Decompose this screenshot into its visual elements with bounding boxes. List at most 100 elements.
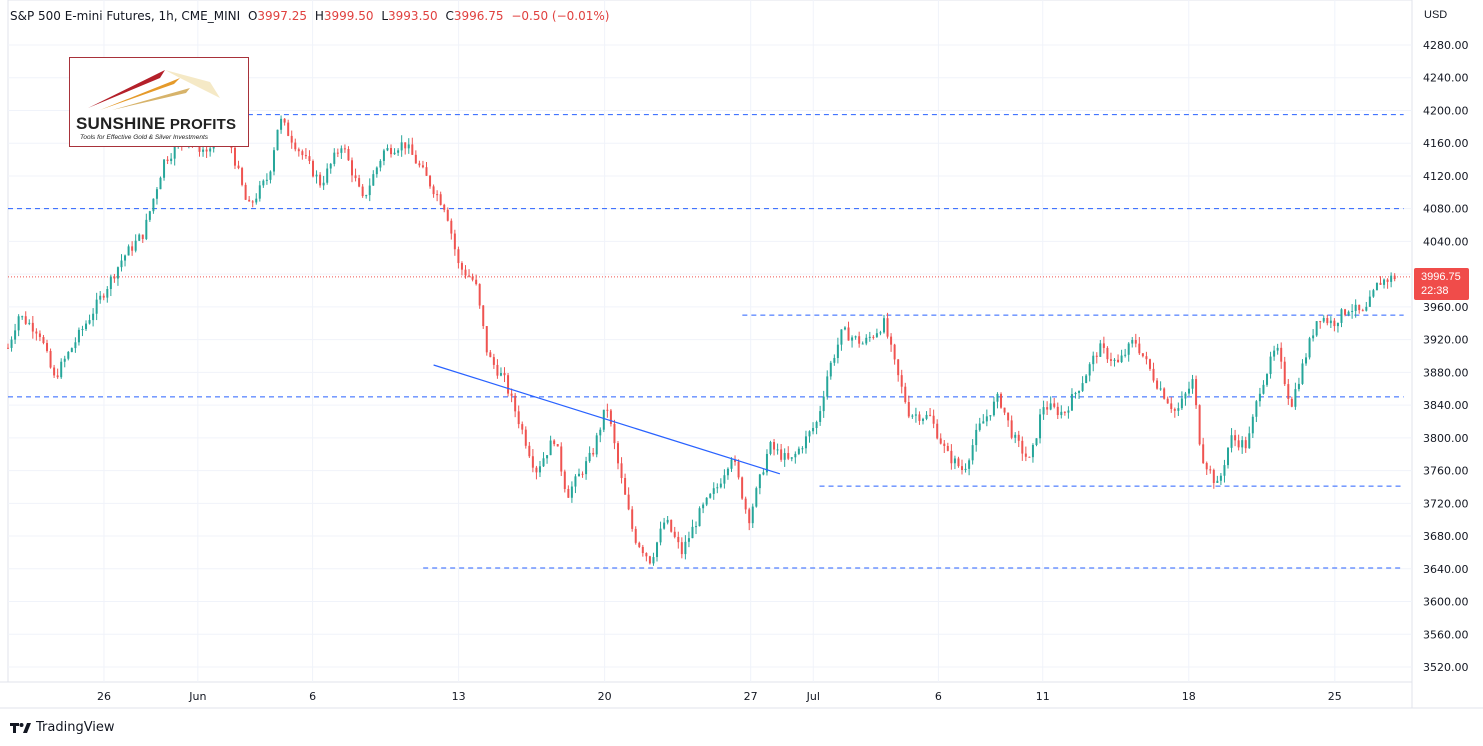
candle-body xyxy=(851,337,854,341)
candle-body xyxy=(677,536,680,543)
candle-body xyxy=(595,435,598,455)
candle-body xyxy=(1056,406,1059,416)
candle-body xyxy=(1333,320,1336,327)
candle-body xyxy=(1046,407,1049,410)
x-tick-label: Jul xyxy=(806,690,820,703)
candle-body xyxy=(666,519,669,523)
candle-body xyxy=(577,473,580,477)
candle-body xyxy=(336,152,339,154)
candle-body xyxy=(1329,320,1332,324)
candle-body xyxy=(365,195,368,197)
candle-body xyxy=(343,148,346,150)
x-tick-label: 18 xyxy=(1182,690,1196,703)
candle-body xyxy=(585,461,588,475)
candle-body xyxy=(996,393,999,402)
candle-body xyxy=(758,474,761,489)
candle-body xyxy=(804,436,807,449)
candle-body xyxy=(379,160,382,168)
candle-body xyxy=(1379,282,1382,285)
candle-body xyxy=(244,184,247,200)
candle-body xyxy=(602,409,605,430)
candle-body xyxy=(478,284,481,306)
candle-body xyxy=(407,144,410,149)
candle-body xyxy=(978,423,981,430)
candle-body xyxy=(592,452,595,455)
candle-body xyxy=(794,453,797,458)
candle-body xyxy=(1000,393,1003,408)
candle-body xyxy=(429,175,432,187)
candle-body xyxy=(46,343,49,351)
x-tick-label: 27 xyxy=(744,690,758,703)
candle-body xyxy=(826,376,829,397)
candle-body xyxy=(99,295,102,300)
candle-body xyxy=(634,528,637,543)
candle-body xyxy=(233,147,236,166)
candle-body xyxy=(202,149,205,152)
candle-body xyxy=(102,295,105,298)
close-label: C xyxy=(445,9,454,23)
candle-body xyxy=(918,414,921,421)
candle-body xyxy=(1340,309,1343,323)
candle-body xyxy=(1028,456,1031,458)
candle-body xyxy=(354,175,357,179)
candle-body xyxy=(787,453,790,459)
candle-body xyxy=(1134,339,1137,344)
candle-body xyxy=(446,209,449,221)
candle-body xyxy=(1120,355,1123,363)
candle-body xyxy=(1354,304,1357,311)
candle-body xyxy=(372,174,375,186)
candle-body xyxy=(1308,338,1311,358)
candle-body xyxy=(797,448,800,454)
candle-body xyxy=(616,443,619,464)
candle-body xyxy=(88,320,91,324)
candle-body xyxy=(209,148,212,152)
candle-body xyxy=(879,332,882,334)
candle-body xyxy=(538,466,541,473)
low-value: 3993.50 xyxy=(388,9,438,23)
candle-body xyxy=(382,150,385,161)
candle-body xyxy=(287,122,290,136)
currency-label[interactable]: USD xyxy=(1424,9,1448,21)
tradingview-attribution[interactable]: TradingView xyxy=(10,720,115,735)
candle-body xyxy=(56,375,59,378)
candle-body xyxy=(975,429,978,446)
candlesticks xyxy=(7,115,1396,566)
x-tick-label: 11 xyxy=(1036,690,1050,703)
candle-body xyxy=(890,336,893,345)
candle-body xyxy=(1177,408,1180,411)
candle-body xyxy=(989,415,992,417)
candle-body xyxy=(1266,374,1269,385)
symbol-title: S&P 500 E-mini Futures, 1h, CME_MINI xyxy=(10,9,241,23)
candle-body xyxy=(1187,388,1190,394)
candle-body xyxy=(517,411,520,425)
candle-body xyxy=(829,362,832,377)
candle-body xyxy=(1315,321,1318,336)
candle-body xyxy=(70,348,73,352)
candle-body xyxy=(1138,343,1141,354)
candle-body xyxy=(326,168,329,183)
candle-body xyxy=(1319,321,1322,323)
candle-body xyxy=(659,528,662,543)
candle-body xyxy=(737,461,740,478)
candle-body xyxy=(77,329,80,343)
candle-body xyxy=(875,333,878,337)
candle-body xyxy=(1258,393,1261,402)
candle-body xyxy=(1269,356,1272,375)
candle-body xyxy=(145,219,148,240)
candle-body xyxy=(925,414,928,419)
candle-body xyxy=(897,359,900,376)
candle-body xyxy=(822,396,825,412)
candle-body xyxy=(861,343,864,345)
candle-body xyxy=(95,299,98,314)
candle-body xyxy=(386,147,389,151)
candle-body xyxy=(1237,440,1240,448)
candle-body xyxy=(453,233,456,250)
candle-body xyxy=(1102,343,1105,348)
candle-body xyxy=(1294,389,1297,407)
candle-body xyxy=(1184,393,1187,399)
candle-body xyxy=(425,167,428,176)
candle-body xyxy=(173,146,176,159)
candle-body xyxy=(882,318,885,333)
candle-body xyxy=(375,167,378,175)
